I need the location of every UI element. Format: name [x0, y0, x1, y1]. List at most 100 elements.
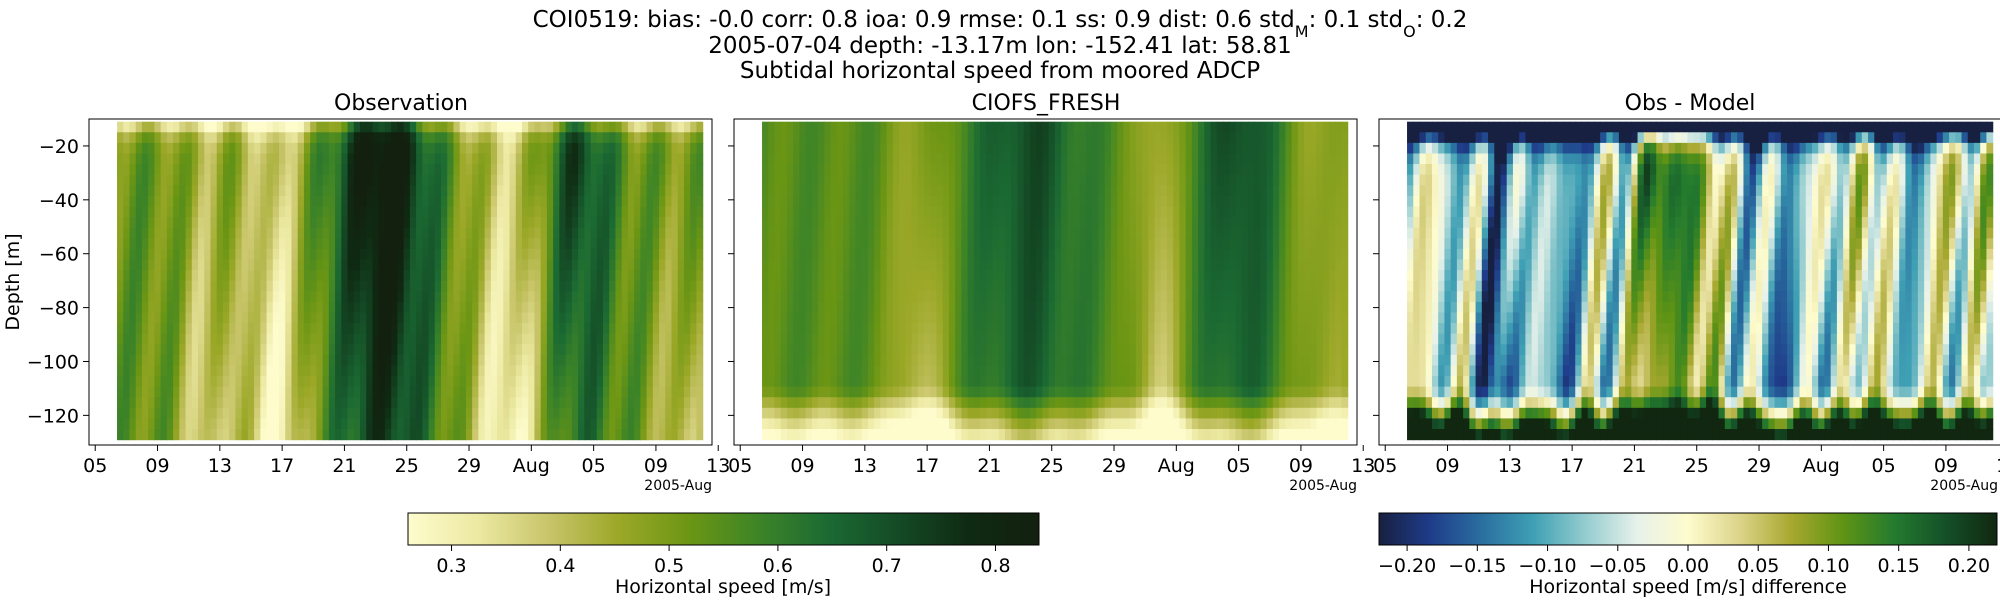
heatmap-cell	[961, 132, 969, 144]
heatmap-cell	[899, 174, 906, 186]
heatmap-cell	[861, 195, 869, 208]
heatmap-cell	[1291, 185, 1299, 197]
heatmap-cell	[403, 206, 411, 218]
heatmap-cell	[472, 333, 479, 345]
heatmap-cell	[849, 174, 857, 186]
heatmap-cell	[1017, 280, 1025, 292]
heatmap-cell	[447, 386, 455, 398]
heatmap-cell	[247, 354, 255, 367]
heatmap-cell	[422, 238, 430, 250]
heatmap-cell	[117, 354, 124, 367]
heatmap-cell	[179, 195, 187, 208]
heatmap-cell	[1061, 217, 1068, 229]
heatmap-cell	[905, 132, 913, 144]
heatmap-cell	[235, 429, 243, 441]
heatmap-cell	[540, 153, 548, 165]
heatmap-cell	[235, 185, 243, 197]
heatmap-cell	[440, 270, 448, 282]
heatmap-cell	[472, 164, 479, 176]
heatmap-cell	[1229, 142, 1237, 155]
heatmap-cell	[173, 132, 180, 144]
heatmap-cell	[627, 312, 635, 324]
heatmap-cell	[546, 259, 554, 271]
heatmap-cell	[447, 301, 455, 314]
heatmap-cell	[1005, 195, 1012, 208]
heatmap-cell	[347, 185, 355, 197]
heatmap-cell	[378, 259, 386, 271]
heatmap-cell	[366, 248, 374, 261]
heatmap-cell	[1123, 132, 1131, 144]
heatmap-cell	[521, 153, 529, 165]
heatmap-cell	[185, 217, 193, 229]
heatmap-cell	[503, 418, 511, 430]
heatmap-cell	[1328, 227, 1336, 239]
heatmap-cell	[571, 153, 579, 165]
heatmap-cell	[310, 142, 317, 155]
heatmap-cell	[992, 227, 1000, 239]
heatmap-cell	[235, 227, 243, 239]
heatmap-cell	[1210, 227, 1218, 239]
heatmap-cell	[185, 312, 193, 324]
heatmap-cell	[905, 174, 913, 186]
heatmap-cell	[428, 248, 436, 261]
heatmap-cell	[129, 323, 137, 335]
heatmap-cell	[930, 259, 938, 271]
heatmap-cell	[372, 185, 380, 197]
heatmap-cell	[1166, 238, 1174, 250]
heatmap-cell	[621, 376, 629, 388]
heatmap-cell	[1291, 312, 1299, 324]
heatmap-cell	[1260, 195, 1268, 208]
heatmap-cell	[409, 174, 417, 186]
heatmap-cell	[397, 238, 405, 250]
heatmap-cell	[955, 259, 962, 271]
heatmap-cell	[484, 333, 492, 345]
heatmap-cell	[129, 397, 137, 409]
heatmap-cell	[892, 195, 900, 208]
heatmap-cell	[948, 164, 956, 176]
heatmap-cell	[886, 195, 894, 208]
heatmap-cell	[621, 397, 629, 409]
heatmap-cell	[384, 354, 392, 367]
heatmap-cell	[416, 333, 423, 345]
heatmap-cell	[917, 195, 925, 208]
heatmap-cell	[967, 132, 975, 144]
heatmap-cell	[1085, 227, 1093, 239]
heatmap-cell	[254, 227, 261, 239]
heatmap-cell	[1011, 238, 1019, 250]
heatmap-cell	[515, 164, 523, 176]
heatmap-cell	[503, 333, 511, 345]
heatmap-cell	[521, 132, 529, 144]
heatmap-cell	[472, 386, 479, 398]
heatmap-cell	[1123, 217, 1131, 229]
heatmap-cell	[141, 227, 149, 239]
heatmap-cell	[465, 386, 473, 398]
heatmap-cell	[1123, 270, 1131, 282]
heatmap-cell	[571, 386, 579, 398]
heatmap-cell	[1291, 291, 1299, 303]
heatmap-cell	[677, 365, 685, 377]
heatmap-cell	[671, 174, 679, 186]
heatmap-cell	[948, 259, 956, 271]
heatmap-cell	[509, 153, 517, 165]
heatmap-cell	[166, 259, 174, 271]
heatmap-cell	[266, 280, 274, 292]
heatmap-cell	[247, 407, 255, 420]
heatmap-cell	[409, 248, 417, 261]
heatmap-cell	[1054, 312, 1062, 324]
heatmap-cell	[384, 132, 392, 144]
heatmap-cell	[683, 312, 691, 324]
heatmap-cell	[634, 270, 641, 282]
heatmap-cell	[886, 248, 894, 261]
heatmap-cell	[553, 164, 560, 176]
heatmap-cell	[1048, 174, 1056, 186]
heatmap-cell	[1266, 217, 1274, 229]
heatmap-cell	[1335, 238, 1343, 250]
heatmap-cell	[1235, 206, 1243, 218]
heatmap-cell	[428, 301, 436, 314]
heatmap-cell	[397, 174, 405, 186]
heatmap-cell	[967, 121, 975, 133]
heatmap-cell	[285, 259, 293, 271]
heatmap-cell	[942, 164, 950, 176]
heatmap-cell	[602, 365, 610, 377]
heatmap-cell	[843, 323, 850, 335]
